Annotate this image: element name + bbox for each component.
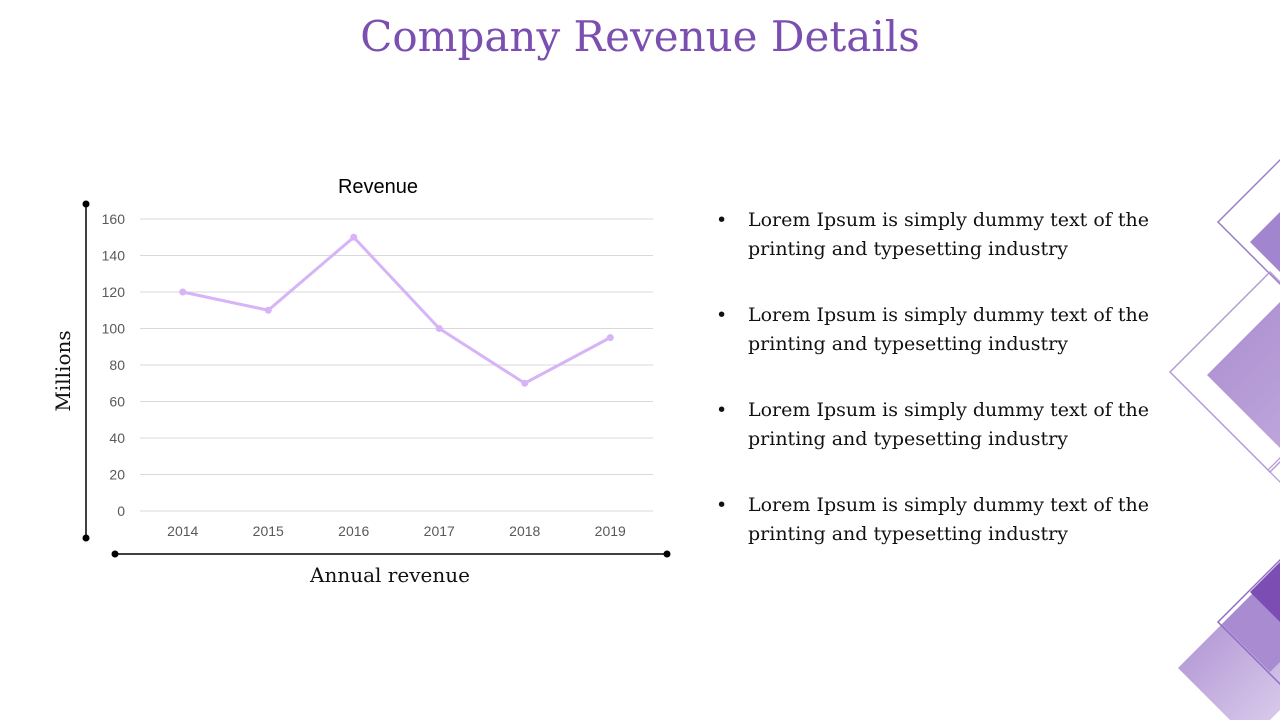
deco-diamond-outline-bottom: [1216, 558, 1280, 686]
x-tick-label: 2016: [338, 523, 369, 539]
bullet-item: • Lorem Ipsum is simply dummy text of th…: [716, 396, 1156, 454]
x-tick-label: 2019: [595, 523, 626, 539]
bullet-text: Lorem Ipsum is simply dummy text of the …: [748, 399, 1149, 450]
slide-title: Company Revenue Details: [360, 12, 920, 61]
chart-series: [179, 233, 614, 387]
deco-diamond-bottom-dark: [1250, 562, 1280, 622]
data-point: [350, 233, 358, 241]
data-point: [179, 288, 187, 296]
x-axis-label: Annual revenue: [309, 563, 470, 587]
data-point: [521, 379, 529, 387]
bullet-dot-icon: •: [716, 304, 728, 326]
deco-diamond-top: [1250, 212, 1280, 272]
y-bracket-end-top: [82, 200, 90, 208]
x-bracket-end-right: [663, 550, 671, 558]
deco-diamond-outline-mid: [1168, 270, 1280, 474]
chart-title: Revenue: [338, 176, 418, 198]
y-bracket-end-bottom: [82, 534, 90, 542]
y-tick-label: 40: [109, 430, 125, 446]
bullet-list: • Lorem Ipsum is simply dummy text of th…: [716, 206, 1156, 586]
y-tick-label: 160: [102, 211, 126, 227]
y-axis-label: Millions: [51, 330, 75, 411]
x-tick-label: 2018: [509, 523, 540, 539]
data-point: [606, 334, 614, 342]
data-point: [264, 306, 272, 314]
bullet-item: • Lorem Ipsum is simply dummy text of th…: [716, 301, 1156, 359]
deco-diamond-outline-small: [1267, 457, 1280, 483]
deco-diamond-outline-top: [1216, 158, 1280, 286]
y-tick-label: 20: [109, 467, 125, 483]
chart-grid: [140, 218, 653, 512]
x-tick-label: 2014: [167, 523, 198, 539]
bullet-dot-icon: •: [716, 494, 728, 516]
bullet-text: Lorem Ipsum is simply dummy text of the …: [748, 304, 1149, 355]
y-tick-label: 80: [109, 357, 125, 373]
data-point: [435, 325, 443, 332]
y-tick-label: 0: [117, 503, 125, 519]
y-tick-label: 140: [102, 248, 126, 264]
series-line: [182, 235, 611, 385]
x-axis-ticks: 2014 2015 2016 2017 2018 2019: [167, 523, 626, 539]
bullet-dot-icon: •: [716, 209, 728, 231]
deco-diamond-mid: [1207, 302, 1280, 448]
bullet-item: • Lorem Ipsum is simply dummy text of th…: [716, 206, 1156, 264]
bullet-text: Lorem Ipsum is simply dummy text of the …: [748, 494, 1149, 545]
bullet-text: Lorem Ipsum is simply dummy text of the …: [748, 209, 1149, 260]
y-tick-label: 100: [102, 321, 126, 337]
bullet-item: • Lorem Ipsum is simply dummy text of th…: [716, 491, 1156, 549]
bullet-dot-icon: •: [716, 399, 728, 421]
y-tick-label: 60: [109, 394, 125, 410]
x-tick-label: 2017: [424, 523, 455, 539]
x-tick-label: 2015: [253, 523, 284, 539]
x-bracket-end-left: [111, 550, 119, 558]
y-tick-label: 120: [102, 284, 126, 300]
y-axis-ticks: 0 20 40 60 80 100 120 140 160: [102, 211, 126, 519]
